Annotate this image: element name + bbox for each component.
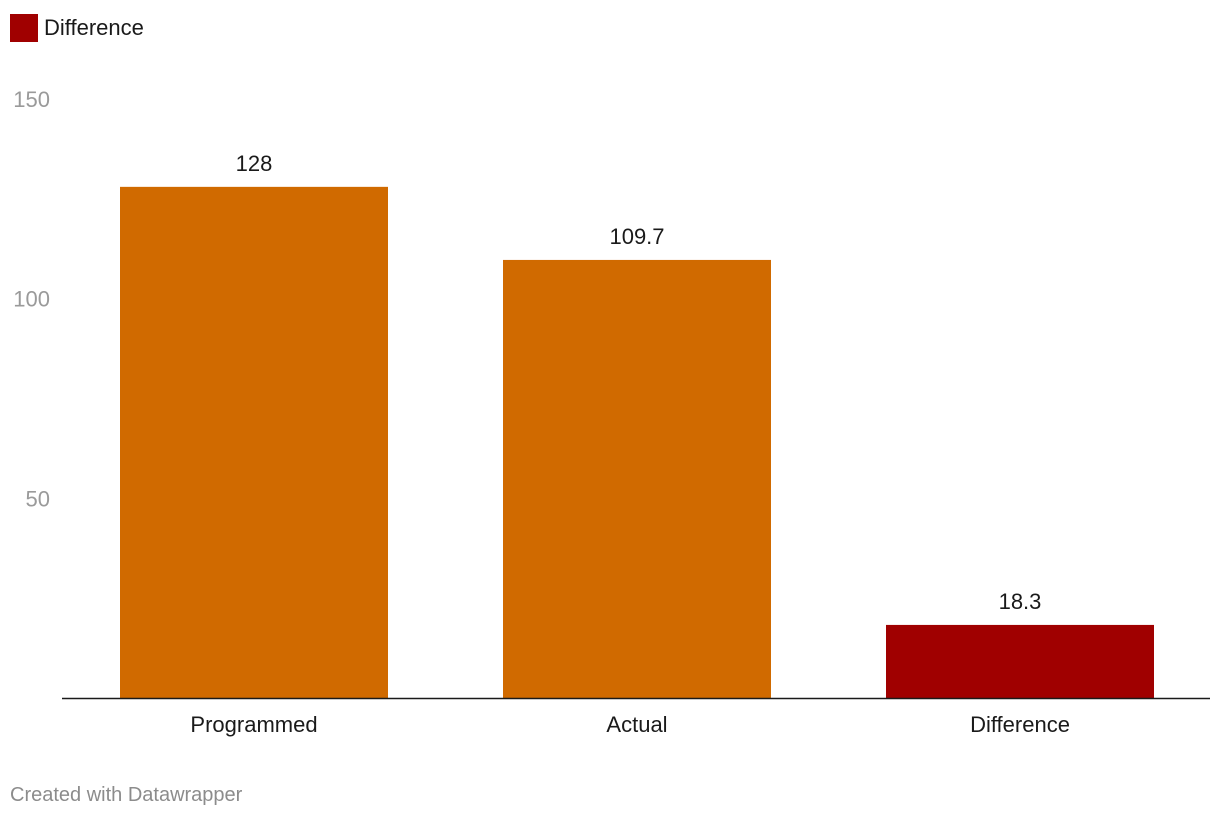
bar-chart: 50 100 150 128 Programmed 109.7 Actual 18.3 Diff… <box>13 87 1210 737</box>
footer-credit: Created with Datawrapper <box>10 784 243 806</box>
y-tick-label: 50 <box>26 486 50 511</box>
y-tick-label: 100 <box>13 287 50 312</box>
data-label: 109.7 <box>609 224 664 249</box>
legend-swatch-difference <box>10 14 38 42</box>
bar-programmed <box>120 186 388 698</box>
x-tick-label: Actual <box>606 712 667 737</box>
x-tick-label: Difference <box>970 712 1070 737</box>
data-label: 18.3 <box>999 589 1042 614</box>
y-tick-label: 150 <box>13 87 50 112</box>
chart-legend: Difference <box>10 14 144 42</box>
bar-actual <box>503 259 771 698</box>
legend-label-difference: Difference <box>44 15 144 40</box>
x-tick-label: Programmed <box>190 712 317 737</box>
bar-difference <box>886 624 1154 698</box>
data-label: 128 <box>236 151 273 176</box>
